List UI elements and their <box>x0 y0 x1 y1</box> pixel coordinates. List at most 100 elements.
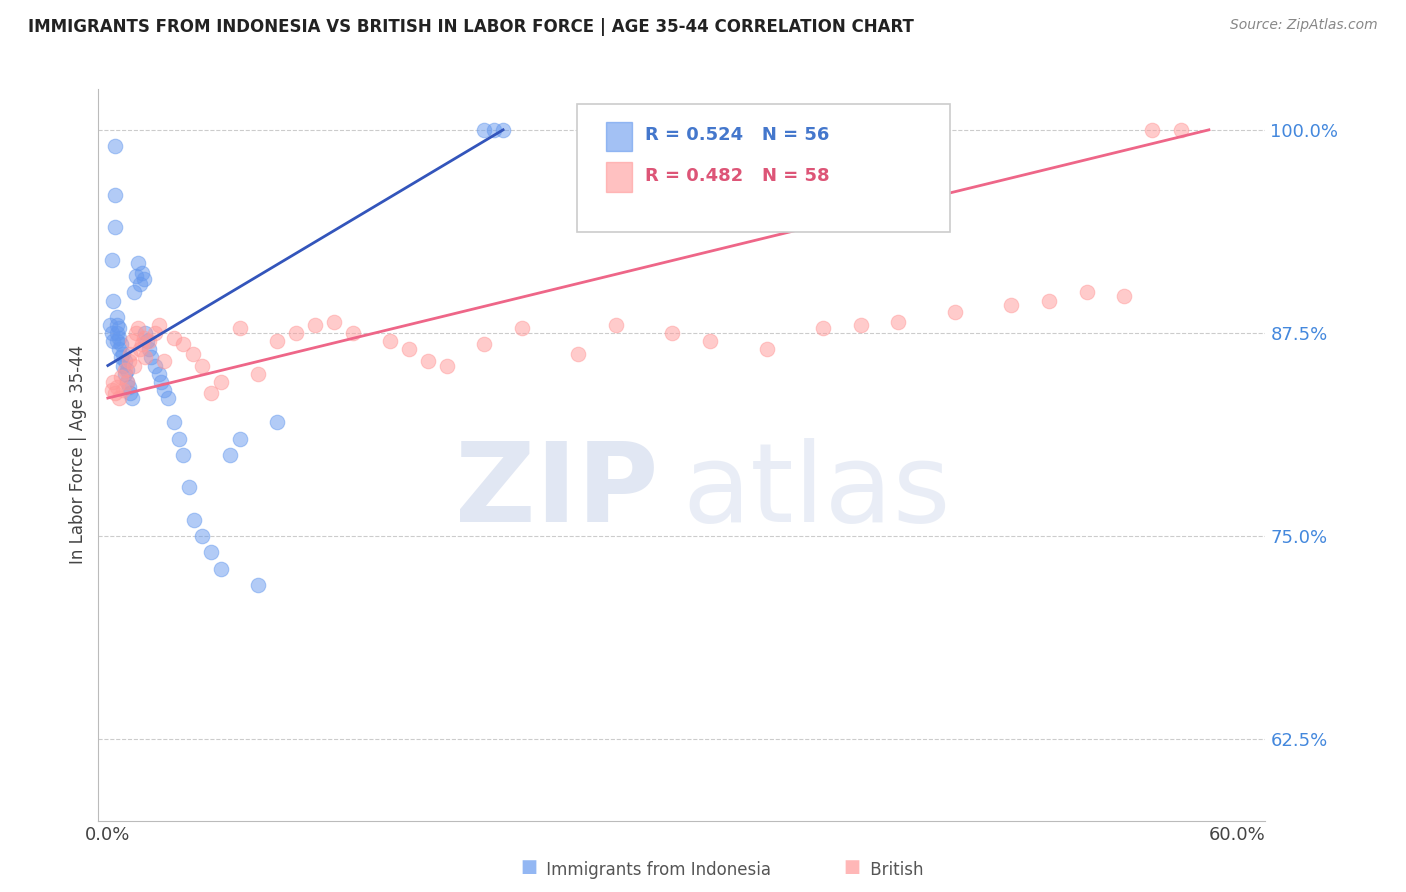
Point <box>699 334 721 348</box>
Point <box>177 480 200 494</box>
Point <box>108 391 131 405</box>
Point <box>131 266 153 280</box>
Point <box>115 363 138 377</box>
Point <box>153 383 176 397</box>
Point <box>266 334 288 348</box>
Point <box>342 326 364 340</box>
Point <box>131 337 153 351</box>
Point <box>105 318 128 332</box>
Point <box>111 359 134 373</box>
Point <box>117 379 139 393</box>
Point <box>120 347 142 361</box>
Text: Immigrants from Indonesia: Immigrants from Indonesia <box>520 861 772 879</box>
Text: R = 0.482   N = 58: R = 0.482 N = 58 <box>644 167 830 185</box>
Point <box>163 331 186 345</box>
Point <box>105 379 128 393</box>
Point <box>110 337 132 351</box>
Point <box>138 343 160 357</box>
Point <box>105 334 128 348</box>
Text: British: British <box>844 861 924 879</box>
Point <box>887 315 910 329</box>
Point <box>136 334 159 348</box>
Point <box>472 337 495 351</box>
Point <box>228 321 250 335</box>
Point <box>100 383 122 397</box>
Point <box>172 337 194 351</box>
Point <box>436 359 458 373</box>
Point <box>849 318 872 332</box>
FancyBboxPatch shape <box>576 103 950 232</box>
Point <box>1076 285 1098 300</box>
Point <box>200 386 222 401</box>
Point <box>482 123 505 137</box>
Point <box>114 363 136 377</box>
Point <box>103 334 125 348</box>
Point <box>110 370 132 384</box>
Point <box>209 562 232 576</box>
Point <box>132 272 155 286</box>
Point <box>110 351 132 365</box>
Point <box>755 343 778 357</box>
Point <box>605 318 627 332</box>
Text: ZIP: ZIP <box>456 438 658 545</box>
Point <box>114 353 136 368</box>
Point <box>1114 288 1136 302</box>
Bar <box>606 122 631 152</box>
Point <box>117 353 139 368</box>
Point <box>127 321 149 335</box>
Bar <box>606 162 631 192</box>
Point <box>266 416 288 430</box>
Point <box>1142 123 1164 137</box>
Point <box>108 343 131 357</box>
Point <box>153 353 176 368</box>
Point <box>108 321 131 335</box>
Point <box>163 416 186 430</box>
Text: atlas: atlas <box>682 438 950 545</box>
Point <box>134 351 156 365</box>
Point <box>200 545 222 559</box>
Point <box>121 334 143 348</box>
Point <box>104 187 127 202</box>
Point <box>398 343 420 357</box>
Point <box>1000 298 1022 312</box>
Point <box>122 359 145 373</box>
Point <box>209 375 232 389</box>
Text: R = 0.524   N = 56: R = 0.524 N = 56 <box>644 127 830 145</box>
Point <box>285 326 308 340</box>
Point <box>103 375 125 389</box>
Point <box>105 310 128 324</box>
Point <box>1170 123 1192 137</box>
Point <box>183 513 205 527</box>
Point <box>157 391 180 405</box>
Text: ■: ■ <box>520 858 537 876</box>
Point <box>125 269 148 284</box>
Point <box>148 318 170 332</box>
Point <box>811 321 834 335</box>
Point <box>148 367 170 381</box>
Point <box>1038 293 1060 308</box>
Point <box>120 386 142 401</box>
Point <box>228 432 250 446</box>
Point <box>416 353 439 368</box>
Point <box>247 578 270 592</box>
Point <box>104 220 127 235</box>
Point <box>121 391 143 405</box>
Point <box>134 326 156 340</box>
Point <box>127 256 149 270</box>
Point <box>114 367 136 381</box>
Point <box>492 123 515 137</box>
Point <box>111 383 134 397</box>
Point <box>139 351 162 365</box>
Point <box>100 252 122 267</box>
Point <box>191 359 214 373</box>
Point <box>380 334 402 348</box>
Point <box>191 529 214 543</box>
Point <box>472 123 495 137</box>
Point <box>125 326 148 340</box>
Point <box>322 315 344 329</box>
Point <box>98 318 121 332</box>
Point <box>108 331 131 345</box>
Point <box>661 326 683 340</box>
Point <box>172 448 194 462</box>
Text: Source: ZipAtlas.com: Source: ZipAtlas.com <box>1230 18 1378 32</box>
